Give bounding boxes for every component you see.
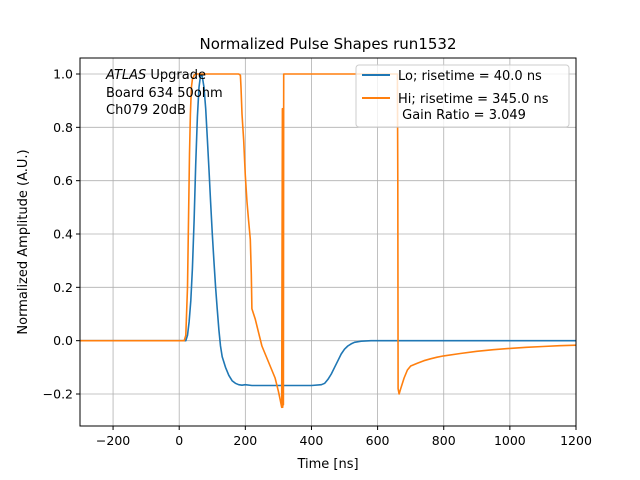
chart-title: Normalized Pulse Shapes run1532	[199, 35, 456, 53]
y-tick-label-5: 0.8	[53, 120, 73, 135]
x-tick-label-3: 400	[300, 433, 324, 448]
annotation-upgrade: Upgrade	[146, 68, 206, 83]
legend: Lo; risetime = 40.0 ns Hi; risetime = 34…	[355, 64, 570, 128]
legend-label-hi: Hi; risetime = 345.0 ns	[398, 92, 549, 107]
y-axis-label: Normalized Amplitude (A.U.)	[16, 149, 31, 334]
legend-box	[355, 64, 570, 128]
y-tick-label-4: 0.6	[53, 173, 73, 188]
atlas-annotation: ATLAS Upgrade Board 634 50ohm Ch079 20dB	[105, 68, 223, 118]
annotation-italic: ATLAS	[105, 68, 146, 83]
plot-frame	[79, 57, 577, 427]
series-lines	[80, 73, 577, 409]
axis-ticks: −200 0 200 400 600 800 1000 1200 −0.2 0.0 0.2 0.4 0.…	[43, 67, 592, 449]
svg-text:ATLAS Upgrade: ATLAS Upgrade	[105, 68, 206, 83]
legend-label-lo: Lo; risetime = 40.0 ns	[398, 69, 542, 84]
y-tick-label-6: 1.0	[53, 67, 73, 82]
y-tick-label-0: −0.2	[43, 387, 73, 402]
x-tick-label-2: 200	[233, 433, 257, 448]
x-axis-label: Time [ns]	[296, 457, 358, 472]
x-tick-label-4: 600	[366, 433, 390, 448]
legend-label-gain-ratio: Gain Ratio = 3.049	[398, 108, 526, 123]
annotation-line-channel: Ch079 20dB	[106, 103, 186, 118]
y-tick-label-3: 0.4	[53, 227, 73, 242]
x-tick-label-6: 1000	[494, 433, 526, 448]
x-tick-label-7: 1200	[560, 433, 592, 448]
y-tick-label-1: 0.0	[53, 333, 73, 348]
series-line-lo	[80, 73, 576, 387]
x-tick-label-0: −200	[96, 433, 130, 448]
x-tick-label-5: 800	[432, 433, 456, 448]
y-tick-label-2: 0.2	[53, 280, 73, 295]
annotation-line-board: Board 634 50ohm	[106, 86, 223, 101]
series-line-hi	[80, 73, 577, 409]
x-tick-label-1: 0	[175, 433, 183, 448]
